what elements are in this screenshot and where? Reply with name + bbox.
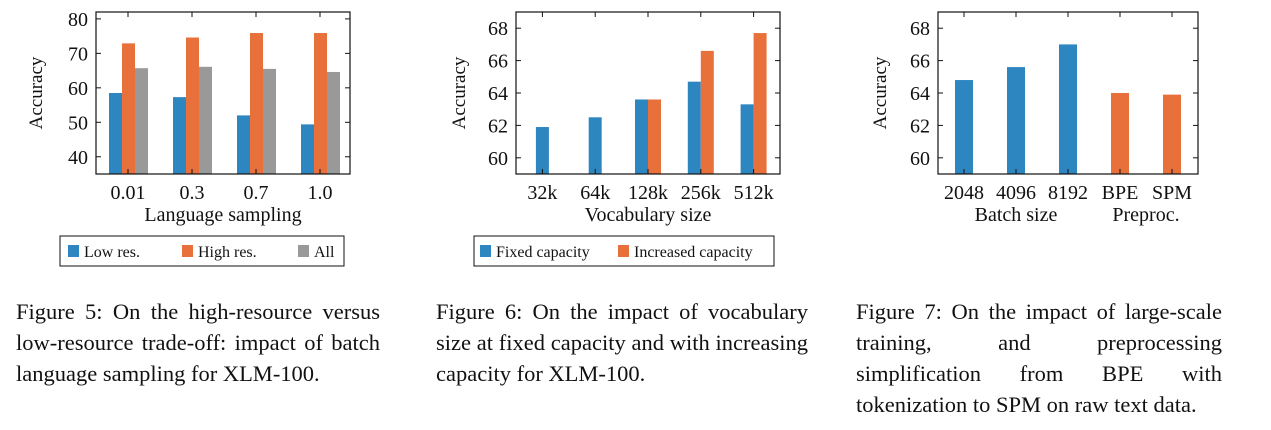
bar-4096 [1007,67,1025,174]
bar-1.0-high-res- [314,33,327,175]
x-tick-label: 256k [681,182,721,204]
x-axis-label: Batch size [975,204,1058,226]
legend: Fixed capacity Increased capacity [473,235,775,267]
legend-entry: Fixed capacity [496,244,590,261]
legend-entry: High res. [198,244,257,261]
bar-128k-increased-capacity [648,99,661,174]
bar-0.01-all [135,68,148,174]
legend-swatch [618,245,629,257]
x-axis-label: Vocabulary size [585,204,712,226]
bar-BPE [1111,93,1129,174]
bar-256k-increased-capacity [700,50,714,174]
y-tick-label: 60 [488,148,508,170]
chart-6: 60 62 64 66 68 Accuracy 32k 64k 128k 256k 512k Voca… [449,11,781,267]
x-tick-label: 512k [734,182,774,204]
charts-area: 40 50 60 70 80 Accuracy 0.01 0.3 0.7 1.0 Language … [26,9,1199,267]
legend-swatch [68,245,79,257]
bar-0.3-low-res- [173,97,186,174]
bar-2048 [955,80,973,174]
bar-512k-fixed-capacity [740,104,754,174]
chart-5: 40 50 60 70 80 Accuracy 0.01 0.3 0.7 1.0 Language … [26,9,351,267]
legend-swatch [182,245,193,257]
legend: Low res. High res. All [59,235,345,267]
x-tick-label: BPE [1102,182,1139,204]
y-tick-label: 68 [488,18,508,40]
y-tick-label: 62 [910,115,930,137]
bar-0.01-low-res- [109,93,122,174]
legend-entry: Increased capacity [634,244,753,261]
x-tick-label: 4096 [996,182,1036,204]
bar-32k-fixed-capacity [535,127,549,174]
legend-box [59,235,345,267]
bar-256k-fixed-capacity [687,81,701,174]
x-tick-label: 0.3 [180,182,205,204]
legend-entry: Low res. [84,244,140,261]
x-tick-label: 0.01 [111,182,146,204]
x-tick-label: 128k [628,182,668,204]
x-tick-label: 32k [527,182,557,204]
bar-0.3-all [199,66,212,174]
bar-0.01-high-res- [122,43,135,174]
bar-SPM [1163,94,1181,174]
y-tick-label: 80 [68,9,88,31]
plot-frame [95,11,351,175]
bar-0.7-low-res- [237,115,250,174]
x-tick-label: SPM [1152,182,1192,204]
bar-64k-fixed-capacity [588,117,602,174]
x-tick-label: 8192 [1048,182,1088,204]
y-tick-label: 70 [68,43,88,65]
y-tick-label: 60 [910,148,930,170]
legend-swatch [480,245,491,257]
bar-128k-fixed-capacity [635,99,648,174]
x-tick-label: 2048 [944,182,984,204]
bar-0.7-all [263,68,276,174]
y-axis-label: Accuracy [26,56,47,129]
y-tick-label: 64 [488,83,508,105]
y-tick-label: 60 [68,78,88,100]
y-tick-label: 62 [488,115,508,137]
bar-0.3-high-res- [186,37,199,175]
x-tick-label: 0.7 [244,182,269,204]
figure-6-caption: Figure 6: On the impact of vocabulary si… [436,299,808,386]
figure-7-caption: Figure 7: On the impact of large-scale t… [856,299,1222,417]
bar-8192 [1059,44,1077,175]
y-tick-label: 40 [68,147,88,169]
plot-frame [515,11,781,175]
y-tick-label: 66 [910,51,930,73]
x-axis-label: Language sampling [144,204,301,226]
legend-entry: All [314,244,335,261]
bar-0.7-high-res- [250,33,263,175]
y-tick-label: 64 [910,83,930,105]
bar-512k-increased-capacity [753,33,767,175]
y-tick-label: 50 [68,112,88,134]
figure-5-caption: Figure 5: On the high-resource versus lo… [16,299,380,386]
x-axis-label-2: Preproc. [1112,204,1179,226]
y-tick-label: 66 [488,51,508,73]
plot-frame [937,11,1199,175]
y-axis-label: Accuracy [870,56,891,129]
chart-7: 60 62 64 66 68 Accuracy 2048 4096 8192 BPE SPM Batc… [870,11,1199,226]
y-tick-label: 68 [910,18,930,40]
x-tick-label: 64k [580,182,610,204]
y-axis-label: Accuracy [449,56,470,129]
bar-1.0-all [327,71,340,174]
legend-swatch [298,245,309,257]
bar-1.0-low-res- [301,124,314,174]
x-tick-label: 1.0 [308,182,333,204]
